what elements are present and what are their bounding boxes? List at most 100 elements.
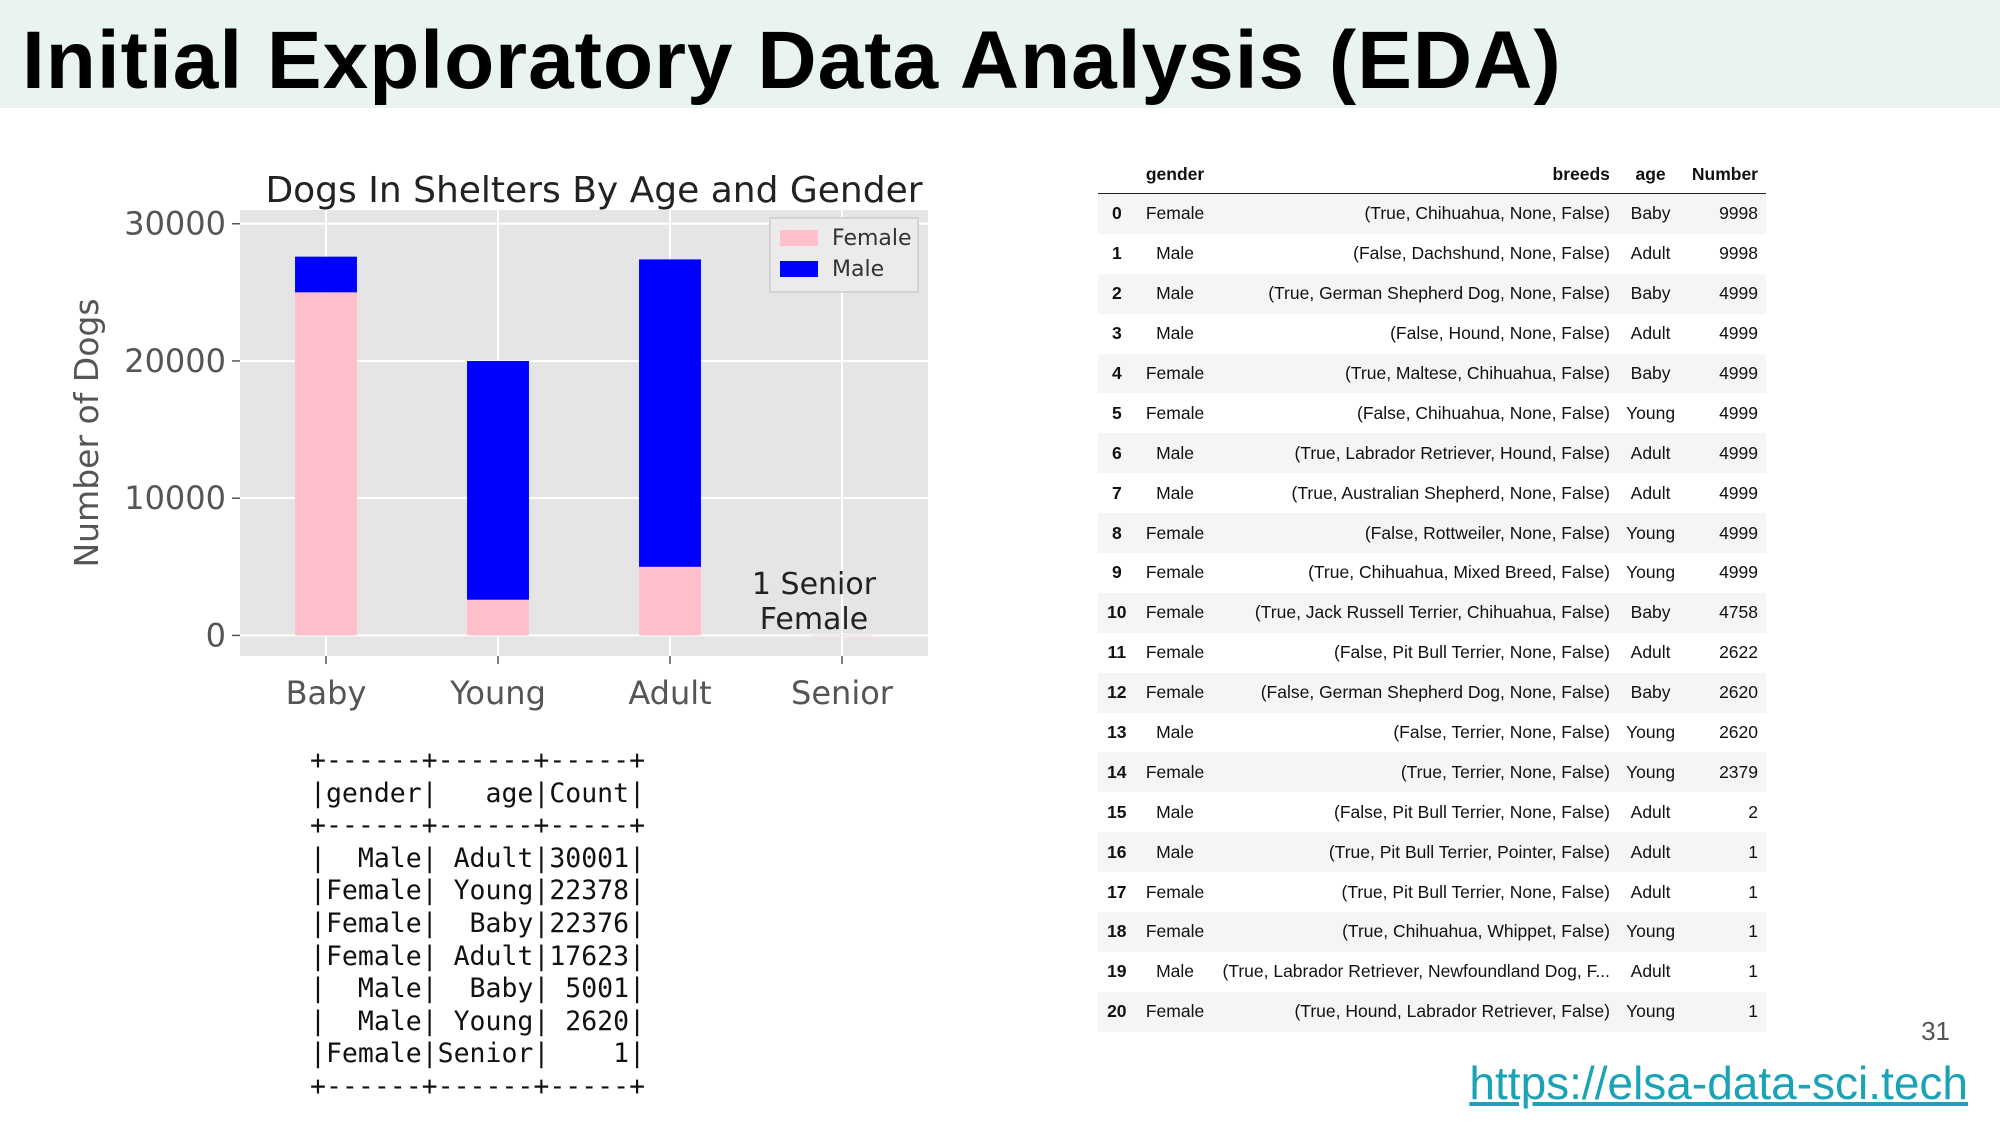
table-cell-gender: Female (1145, 402, 1205, 423)
table-cell-breeds: (True, Australian Shepherd, None, False) (1291, 482, 1610, 503)
table-row: 13 Male (False, Terrier, None, False) Young… (1098, 713, 1766, 753)
table-cell-gender: Male (1156, 482, 1194, 503)
table-cell-index: 11 (1107, 642, 1127, 663)
table-cell-age: Young (1626, 522, 1676, 543)
table-cell-age: Adult (1630, 243, 1671, 264)
column-header: breeds (1214, 155, 1618, 194)
table-row: 1 Male (False, Dachshund, None, False) Adul… (1098, 234, 1766, 274)
table-cell-gender: Female (1145, 602, 1205, 623)
table-cell-index: 12 (1107, 682, 1127, 703)
legend-label: Female (832, 226, 912, 251)
table-cell-gender: Female (1145, 642, 1205, 663)
table-cell-age: Baby (1630, 203, 1671, 224)
table-row: 11 Female (False, Pit Bull Terrier, None, … (1098, 633, 1766, 673)
table-cell-index: 6 (1111, 442, 1122, 463)
table-cell-age: Young (1626, 761, 1676, 782)
table-cell-breeds: (False, Rottweiler, None, False) (1364, 522, 1610, 543)
title-bar (0, 0, 2000, 108)
table-cell-breeds: (False, German Shepherd Dog, None, False… (1260, 682, 1610, 703)
table-row: 8 Female (False, Rottweiler, None, False) Y… (1098, 513, 1766, 554)
table-cell-breeds: (False, Pit Bull Terrier, None, False) (1334, 642, 1610, 663)
table-row: 7 Male (True, Australian Shepherd, None, F… (1098, 473, 1766, 513)
table-cell-age: Adult (1630, 801, 1671, 822)
legend-swatch (780, 230, 818, 246)
table-cell-gender: Male (1156, 961, 1194, 982)
table-row: 6 Male (True, Labrador Retriever, Hound, F… (1098, 433, 1766, 474)
annotation-text: 1 Senior (752, 567, 877, 602)
table-cell-breeds: (True, Pit Bull Terrier, None, False) (1341, 881, 1610, 902)
table-row: 3 Male (False, Hound, None, False) Adult 499… (1098, 314, 1766, 354)
table-cell-age: Adult (1630, 442, 1671, 463)
table-row: 16 Male (True, Pit Bull Terrier, Pointer, … (1098, 832, 1766, 873)
table-cell-breeds: (True, German Shepherd Dog, None, False) (1268, 283, 1610, 304)
table-cell-index: 17 (1107, 881, 1127, 902)
table-cell-index: 5 (1111, 402, 1122, 423)
table-cell-index: 3 (1111, 323, 1122, 344)
stacked-bar-chart: 0 10000 20000 30000 Baby Young Adult Senior Dogs… (67, 170, 928, 712)
y-tick-label: 10000 (124, 479, 226, 517)
table-cell-gender: Female (1145, 363, 1205, 383)
table-cell-gender: Male (1156, 722, 1194, 743)
ascii-row-line: | Male| Baby| 5001| (310, 973, 646, 1005)
page-title: Initial Exploratory Data Analysis (EDA) (22, 15, 1562, 106)
column-header: Number (1683, 155, 1766, 194)
table-cell-num: 1 (1748, 921, 1758, 942)
table-cell-breeds: (True, Terrier, None, False) (1400, 761, 1610, 782)
table-cell-num: 4999 (1719, 522, 1758, 543)
x-tick-label: Young (449, 674, 546, 712)
table-row: 10 Female (True, Jack Russell Terrier, Chi… (1098, 592, 1766, 633)
table-cell-num: 2620 (1719, 722, 1758, 743)
table-cell-age: Adult (1630, 642, 1671, 663)
table-row: 9 Female (True, Chihuahua, Mixed Breed, Fa… (1098, 553, 1766, 593)
bar (295, 292, 357, 636)
table-cell-age: Young (1626, 562, 1676, 583)
table-cell-index: 7 (1111, 482, 1122, 503)
dataframe-header-row: gender breeds age Number (1098, 155, 1766, 194)
bar (639, 259, 701, 567)
footer-link[interactable]: https://elsa-data-sci.tech (1469, 1057, 1968, 1109)
table-cell-age: Baby (1630, 363, 1671, 383)
table-cell-num: 1 (1748, 961, 1758, 982)
table-cell-num: 4999 (1719, 402, 1758, 423)
table-cell-index: 16 (1107, 841, 1127, 862)
table-cell-index: 9 (1111, 562, 1122, 583)
x-tick-label: Senior (791, 674, 894, 712)
table-cell-num: 9998 (1719, 243, 1758, 264)
table-cell-index: 18 (1107, 921, 1127, 942)
table-cell-age: Baby (1630, 682, 1671, 703)
table-row: 19 Male (True, Labrador Retriever, Newfoun… (1098, 952, 1766, 992)
y-tick-label: 20000 (124, 342, 226, 380)
table-row: 12 Female (False, German Shepherd Dog, Non… (1098, 672, 1766, 713)
bar (467, 360, 529, 600)
ascii-border-line: +------+------+-----+ (310, 810, 646, 842)
table-cell-num: 4999 (1719, 482, 1758, 503)
table-cell-breeds: (True, Jack Russell Terrier, Chihuahua, … (1254, 602, 1610, 623)
table-row: 0 Female (True, Chihuahua, None, False) Bab… (1098, 193, 1766, 234)
table-cell-gender: Female (1145, 1001, 1205, 1022)
table-cell-index: 15 (1107, 801, 1127, 822)
table-cell-num: 4999 (1719, 562, 1758, 583)
table-cell-age: Adult (1630, 841, 1671, 862)
table-cell-breeds: (True, Pit Bull Terrier, Pointer, False) (1328, 841, 1610, 862)
table-cell-num: 4758 (1719, 602, 1758, 623)
table-cell-gender: Female (1145, 881, 1205, 902)
table-cell-index: 14 (1107, 761, 1127, 782)
table-cell-age: Young (1626, 921, 1676, 942)
table-cell-index: 19 (1107, 961, 1127, 982)
table-row: 2 Male (True, German Shepherd Dog, None, F… (1098, 273, 1766, 314)
table-cell-age: Baby (1630, 283, 1671, 304)
table-cell-index: 8 (1111, 522, 1122, 543)
table-cell-index: 0 (1111, 203, 1122, 224)
table-cell-index: 4 (1111, 363, 1122, 383)
table-cell-age: Adult (1630, 881, 1671, 902)
x-tick-label: Baby (286, 674, 367, 712)
bar (811, 635, 873, 637)
table-cell-gender: Female (1145, 921, 1205, 942)
y-tick-label: 30000 (124, 205, 226, 243)
table-cell-index: 1 (1111, 243, 1122, 264)
table-cell-gender: Female (1145, 682, 1205, 703)
table-cell-num: 2620 (1719, 682, 1758, 703)
ascii-row-line: |Female| Adult|17623| (310, 940, 646, 972)
table-cell-age: Adult (1630, 961, 1671, 982)
chart-title: Dogs In Shelters By Age and Gender (265, 170, 922, 211)
